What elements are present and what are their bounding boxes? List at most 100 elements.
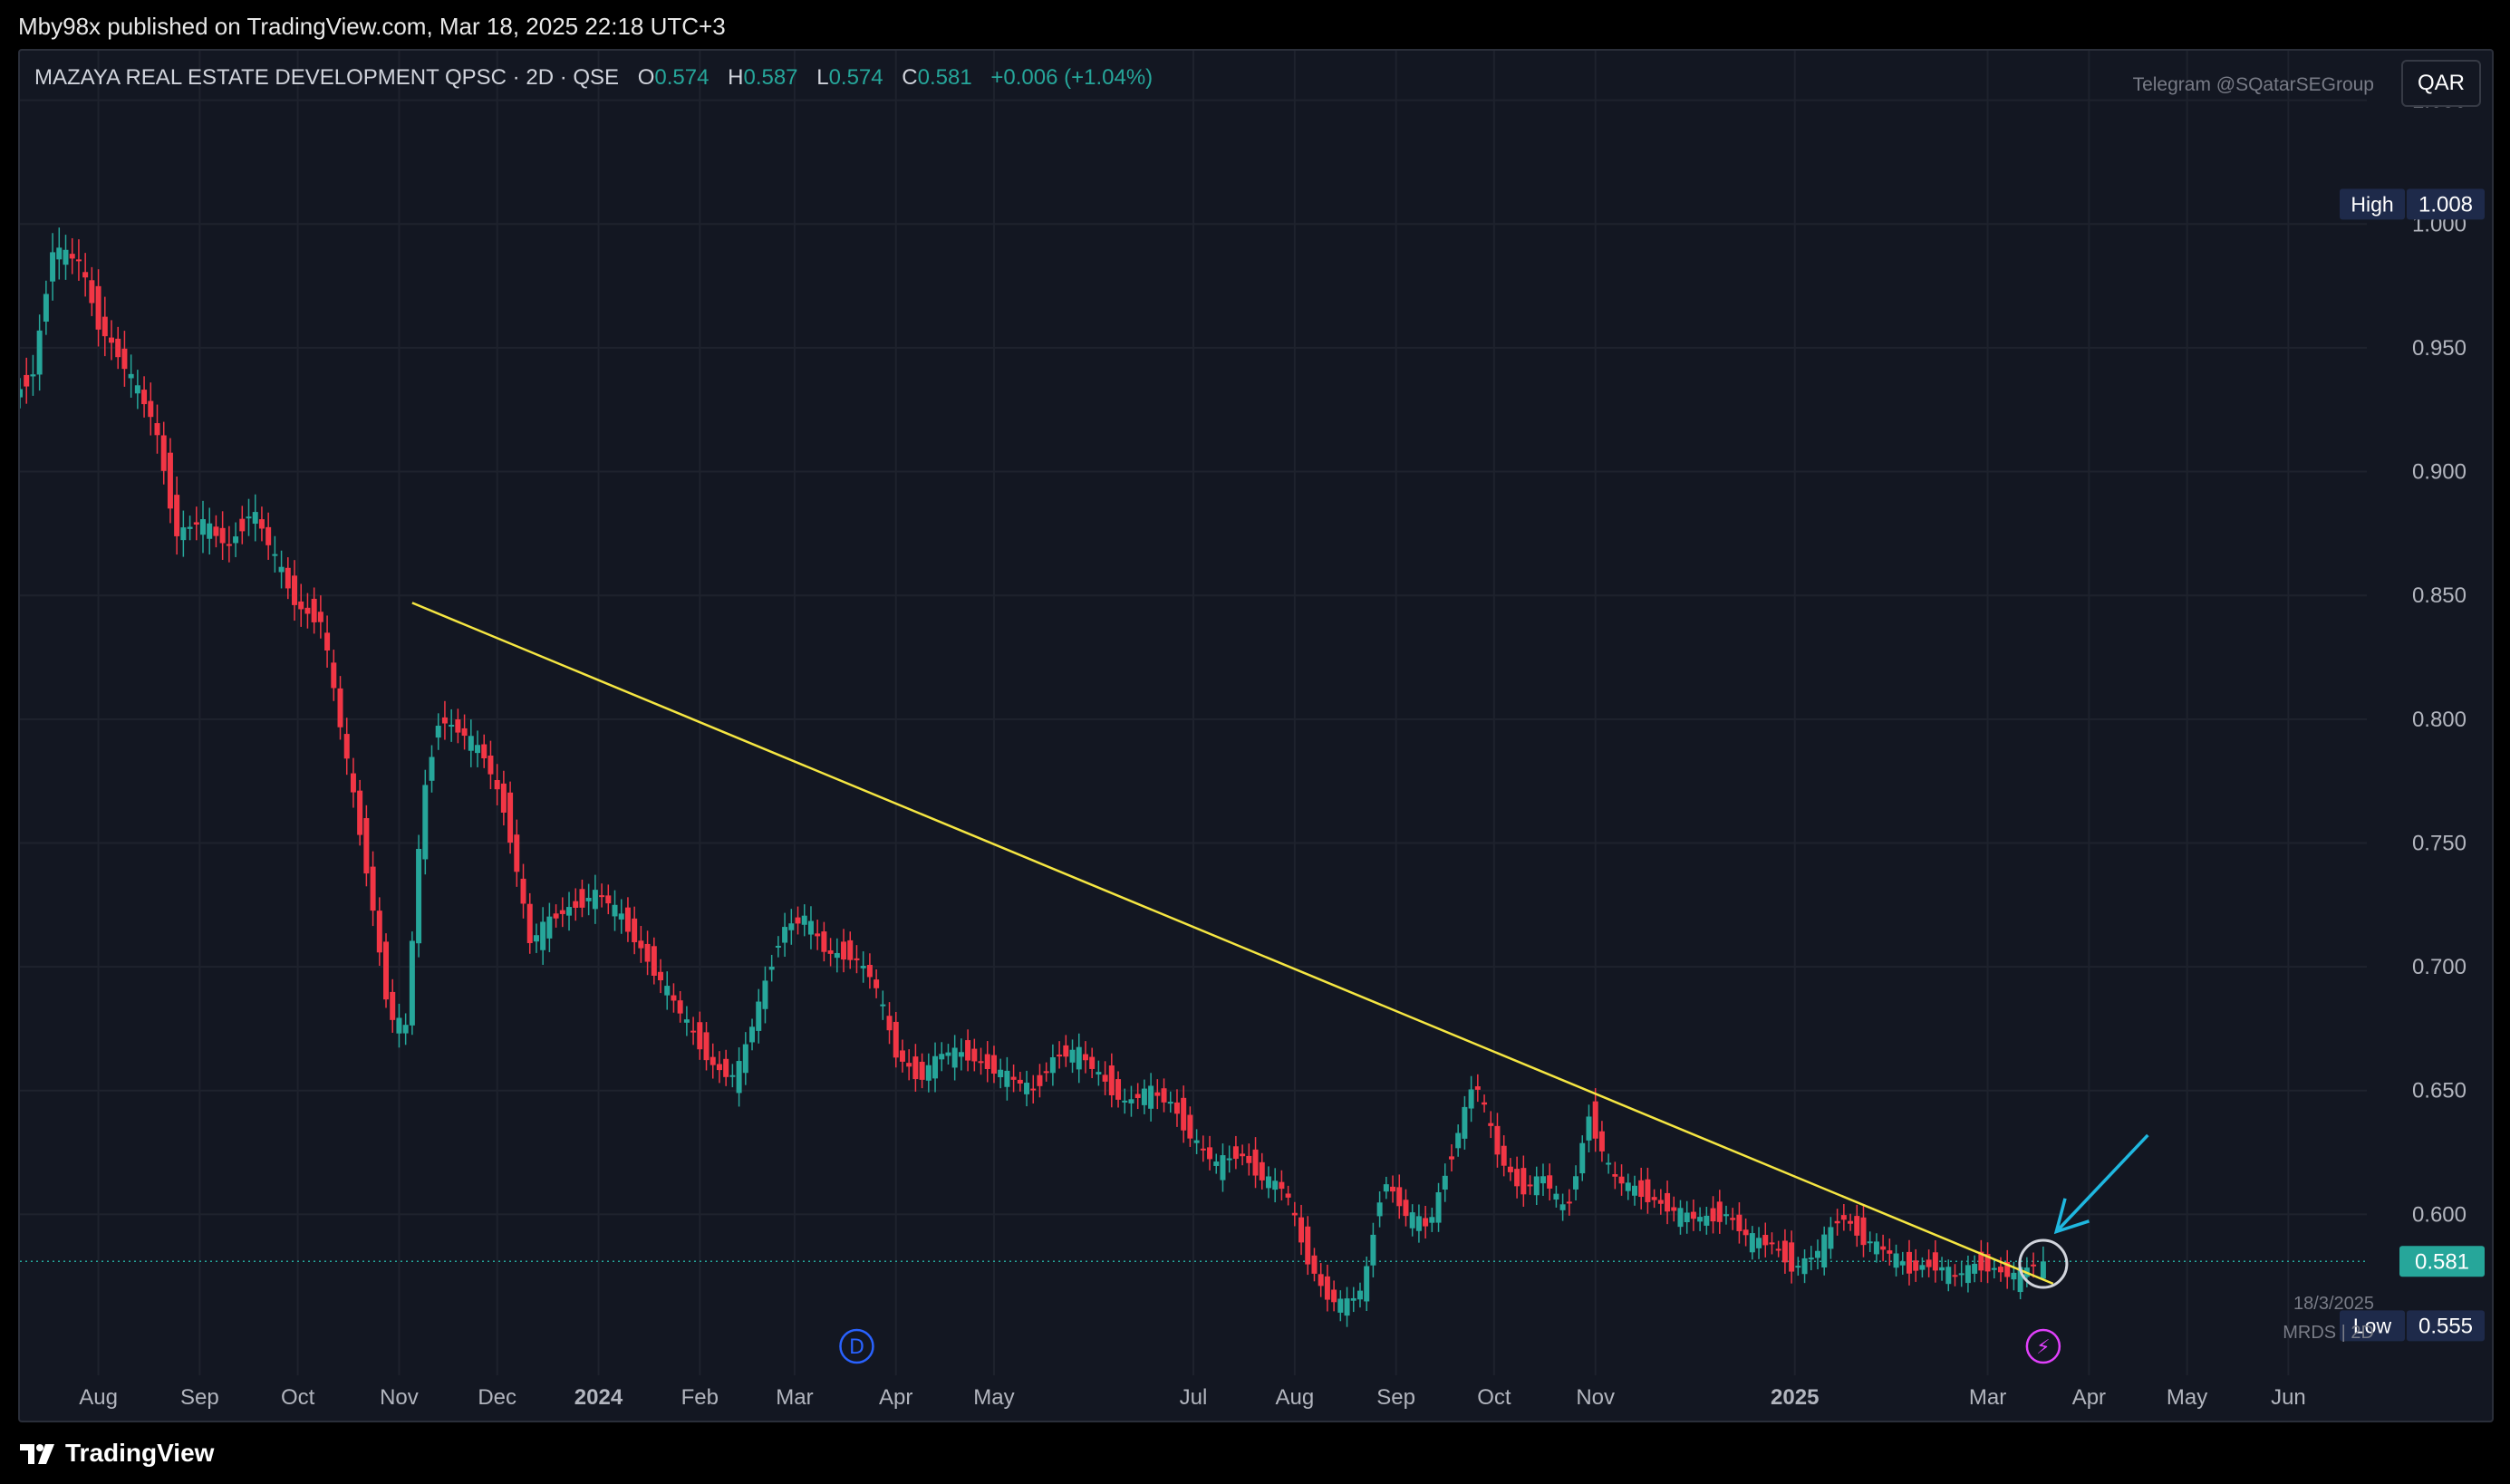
candle-up bbox=[768, 954, 775, 982]
candle-down bbox=[1612, 1161, 1618, 1190]
candle-up bbox=[272, 535, 278, 573]
candle-body bbox=[1462, 1106, 1468, 1139]
marker-label: D bbox=[849, 1336, 864, 1359]
candle-body bbox=[1122, 1100, 1128, 1103]
candle-body bbox=[1945, 1267, 1952, 1285]
candle-body bbox=[579, 889, 585, 908]
candle-body bbox=[1762, 1235, 1769, 1246]
candle-up bbox=[1972, 1255, 1978, 1283]
candle-body bbox=[1442, 1175, 1448, 1190]
candle-body bbox=[1848, 1220, 1854, 1224]
candle-body bbox=[618, 913, 624, 920]
tradingview-brand: TradingView bbox=[65, 1439, 215, 1467]
candle-up bbox=[1429, 1208, 1435, 1232]
candle-body bbox=[1828, 1227, 1834, 1249]
price-chart[interactable]: D⚡1.0501.0000.9500.9000.8500.8000.7500.7… bbox=[20, 51, 2492, 1421]
candle-up bbox=[1867, 1231, 1873, 1253]
candle-down bbox=[854, 945, 860, 974]
candle-body bbox=[1468, 1089, 1474, 1109]
candle-up bbox=[1808, 1246, 1814, 1271]
candle-body bbox=[795, 917, 801, 924]
candle-body bbox=[1403, 1200, 1409, 1217]
candle-body bbox=[1651, 1197, 1657, 1200]
candle-body bbox=[1586, 1116, 1592, 1141]
candle-up bbox=[592, 874, 598, 924]
symbol-title[interactable]: MAZAYA REAL ESTATE DEVELOPMENT QPSC · 2D… bbox=[34, 65, 620, 90]
candle-body bbox=[1279, 1181, 1285, 1190]
candle-up bbox=[1814, 1239, 1820, 1270]
candle-body bbox=[1057, 1055, 1063, 1057]
candle-body bbox=[514, 834, 520, 872]
candle-down bbox=[965, 1029, 971, 1072]
candle-body bbox=[749, 1026, 756, 1043]
candle-up bbox=[1004, 1056, 1010, 1101]
candle-down bbox=[906, 1049, 912, 1081]
candle-up bbox=[1958, 1261, 1965, 1287]
candle-up bbox=[1533, 1166, 1540, 1206]
candle-down bbox=[213, 515, 219, 548]
candle-body bbox=[337, 688, 343, 728]
candle-up bbox=[612, 890, 618, 931]
candle-down bbox=[1082, 1041, 1088, 1074]
candle-body bbox=[1598, 1131, 1605, 1152]
chart-panel[interactable]: D⚡1.0501.0000.9500.9000.8500.8000.7500.7… bbox=[18, 49, 2494, 1422]
candle-up bbox=[435, 713, 441, 750]
candle-up bbox=[1540, 1163, 1546, 1197]
candle-down bbox=[1730, 1208, 1736, 1230]
candle-body bbox=[736, 1061, 742, 1094]
candle-body bbox=[1984, 1254, 1991, 1272]
candle-up bbox=[618, 899, 624, 934]
candle-body bbox=[1913, 1260, 1919, 1271]
change-value: +0.006 (+1.04%) bbox=[990, 65, 1154, 90]
candle-body bbox=[1259, 1161, 1265, 1180]
candle-down bbox=[1240, 1144, 1246, 1166]
candle-body bbox=[370, 866, 376, 911]
candle-up bbox=[566, 891, 573, 931]
candle-down bbox=[599, 883, 605, 908]
candle-down bbox=[703, 1022, 710, 1071]
candle-down bbox=[357, 779, 363, 846]
candle-down bbox=[1840, 1203, 1847, 1231]
candle-down bbox=[1448, 1144, 1454, 1172]
candle-down bbox=[1781, 1229, 1788, 1275]
candle-body bbox=[1161, 1088, 1167, 1103]
candle-up bbox=[233, 522, 239, 557]
candle-body bbox=[1435, 1191, 1442, 1223]
candle-down bbox=[160, 421, 167, 485]
candle-body bbox=[899, 1050, 905, 1062]
price-tag-text: 1.008 bbox=[2418, 192, 2473, 217]
candle-body bbox=[632, 918, 638, 942]
candle-body bbox=[1547, 1175, 1553, 1189]
candle-down bbox=[1671, 1196, 1677, 1222]
candle-down bbox=[1860, 1205, 1867, 1258]
candle-up bbox=[860, 951, 866, 983]
candle-down bbox=[1403, 1189, 1409, 1227]
candle-down bbox=[632, 906, 638, 955]
candle-body bbox=[886, 1016, 893, 1031]
candle-body bbox=[1821, 1234, 1828, 1267]
candle-down bbox=[1108, 1053, 1115, 1108]
price-label-low: Low 0.555 bbox=[2340, 1310, 2485, 1342]
candle-up bbox=[1167, 1091, 1173, 1113]
x-tick-label: Mar bbox=[1969, 1385, 2006, 1410]
candle-body bbox=[311, 598, 317, 622]
price-label-high: High 1.008 bbox=[2340, 188, 2485, 220]
candle-body bbox=[500, 783, 507, 813]
candle-down bbox=[847, 931, 854, 969]
tradingview-logo[interactable]: TradingView bbox=[18, 1435, 214, 1471]
candle-body bbox=[1893, 1253, 1899, 1268]
candle-up bbox=[1606, 1153, 1612, 1174]
currency-button[interactable]: QAR bbox=[2401, 60, 2481, 107]
candle-body bbox=[1645, 1179, 1651, 1202]
candle-down bbox=[1207, 1135, 1213, 1171]
candle-body bbox=[1769, 1242, 1775, 1245]
candle-down bbox=[1887, 1238, 1893, 1266]
candle-down bbox=[115, 326, 121, 370]
candle-body bbox=[1390, 1186, 1396, 1192]
candle-up bbox=[1356, 1282, 1363, 1308]
x-tick-label: Sep bbox=[1376, 1385, 1415, 1410]
candle-down bbox=[1716, 1190, 1723, 1234]
candle-down bbox=[1232, 1135, 1239, 1170]
candle-body bbox=[1991, 1267, 1997, 1270]
candle-down bbox=[1474, 1074, 1481, 1103]
